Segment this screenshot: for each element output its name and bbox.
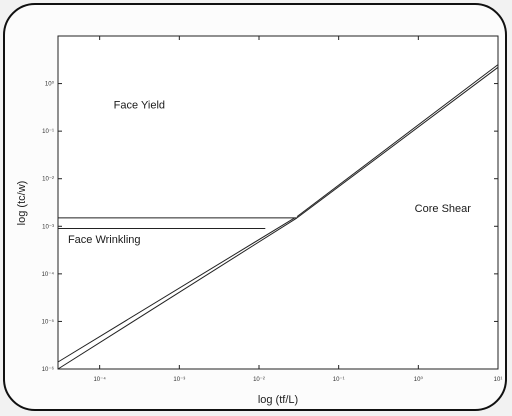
y-tick-label: 10⁻⁴	[42, 271, 55, 278]
y-tick-label: 10⁰	[45, 81, 55, 88]
series-line-0	[57, 217, 298, 370]
x-tick-label: 10⁰	[414, 376, 424, 383]
y-tick-label: 10⁻¹	[42, 129, 54, 135]
y-tick-label: 10⁻⁶	[42, 366, 55, 373]
y-tick-label: 10⁻³	[42, 224, 54, 230]
x-tick-label: 10⁻³	[173, 377, 185, 383]
region-label: Core Shear	[415, 203, 472, 215]
plot-area	[57, 35, 499, 370]
region-label: Face Wrinkling	[68, 234, 141, 246]
series-line-1	[57, 217, 295, 363]
x-axis-title: log (tf/L)	[258, 394, 298, 406]
y-tick-label: 10⁻⁵	[42, 318, 55, 325]
series-line-3	[296, 64, 499, 217]
x-tick-label: 10⁻²	[253, 377, 265, 383]
x-tick-label: 10⁻⁴	[93, 376, 106, 383]
series-line-2	[296, 66, 499, 219]
region-label: Face Yield	[114, 99, 165, 111]
x-tick-label: 10¹	[494, 377, 503, 383]
region-labels: Face Yield Core Shear Face Wrinkling	[68, 99, 471, 245]
series-lines	[57, 64, 499, 370]
x-tick-label: 10⁻¹	[333, 377, 345, 383]
y-tick-label: 10⁻²	[42, 177, 54, 183]
y-axis-title: log (tc/w)	[16, 181, 28, 226]
